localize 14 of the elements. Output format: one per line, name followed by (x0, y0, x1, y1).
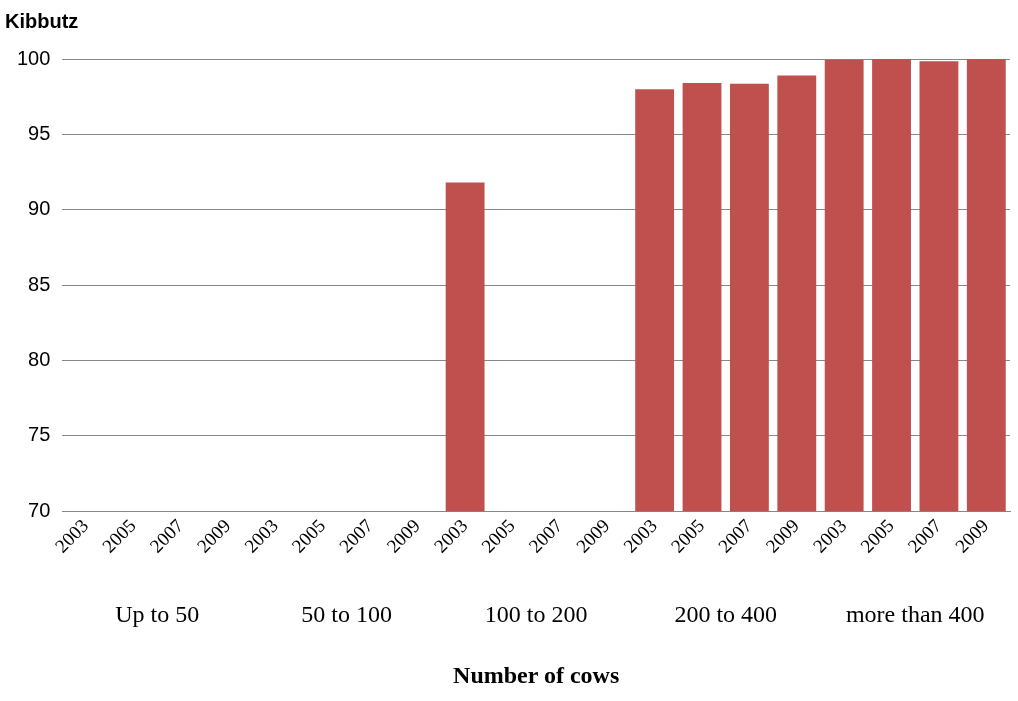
y-tick-label: 90 (28, 197, 51, 220)
text: more than 400 (845, 601, 985, 628)
chart-title: Kibbutz (5, 9, 79, 32)
text: 50 to 100 (301, 601, 392, 628)
y-tick-label: 70 (28, 498, 51, 521)
y-tick-label: 100 (16, 46, 51, 69)
y-tick-label: 95 (28, 121, 51, 144)
y-tick-label: 85 (28, 272, 51, 295)
text: 200 to 400 (674, 601, 778, 628)
x-axis-title: Number of cows (453, 661, 620, 688)
text: 100 to 200 (484, 601, 588, 628)
text: Up to 50 (115, 601, 200, 628)
y-tick-label: 75 (28, 423, 51, 446)
y-tick-label: 80 (28, 347, 51, 370)
